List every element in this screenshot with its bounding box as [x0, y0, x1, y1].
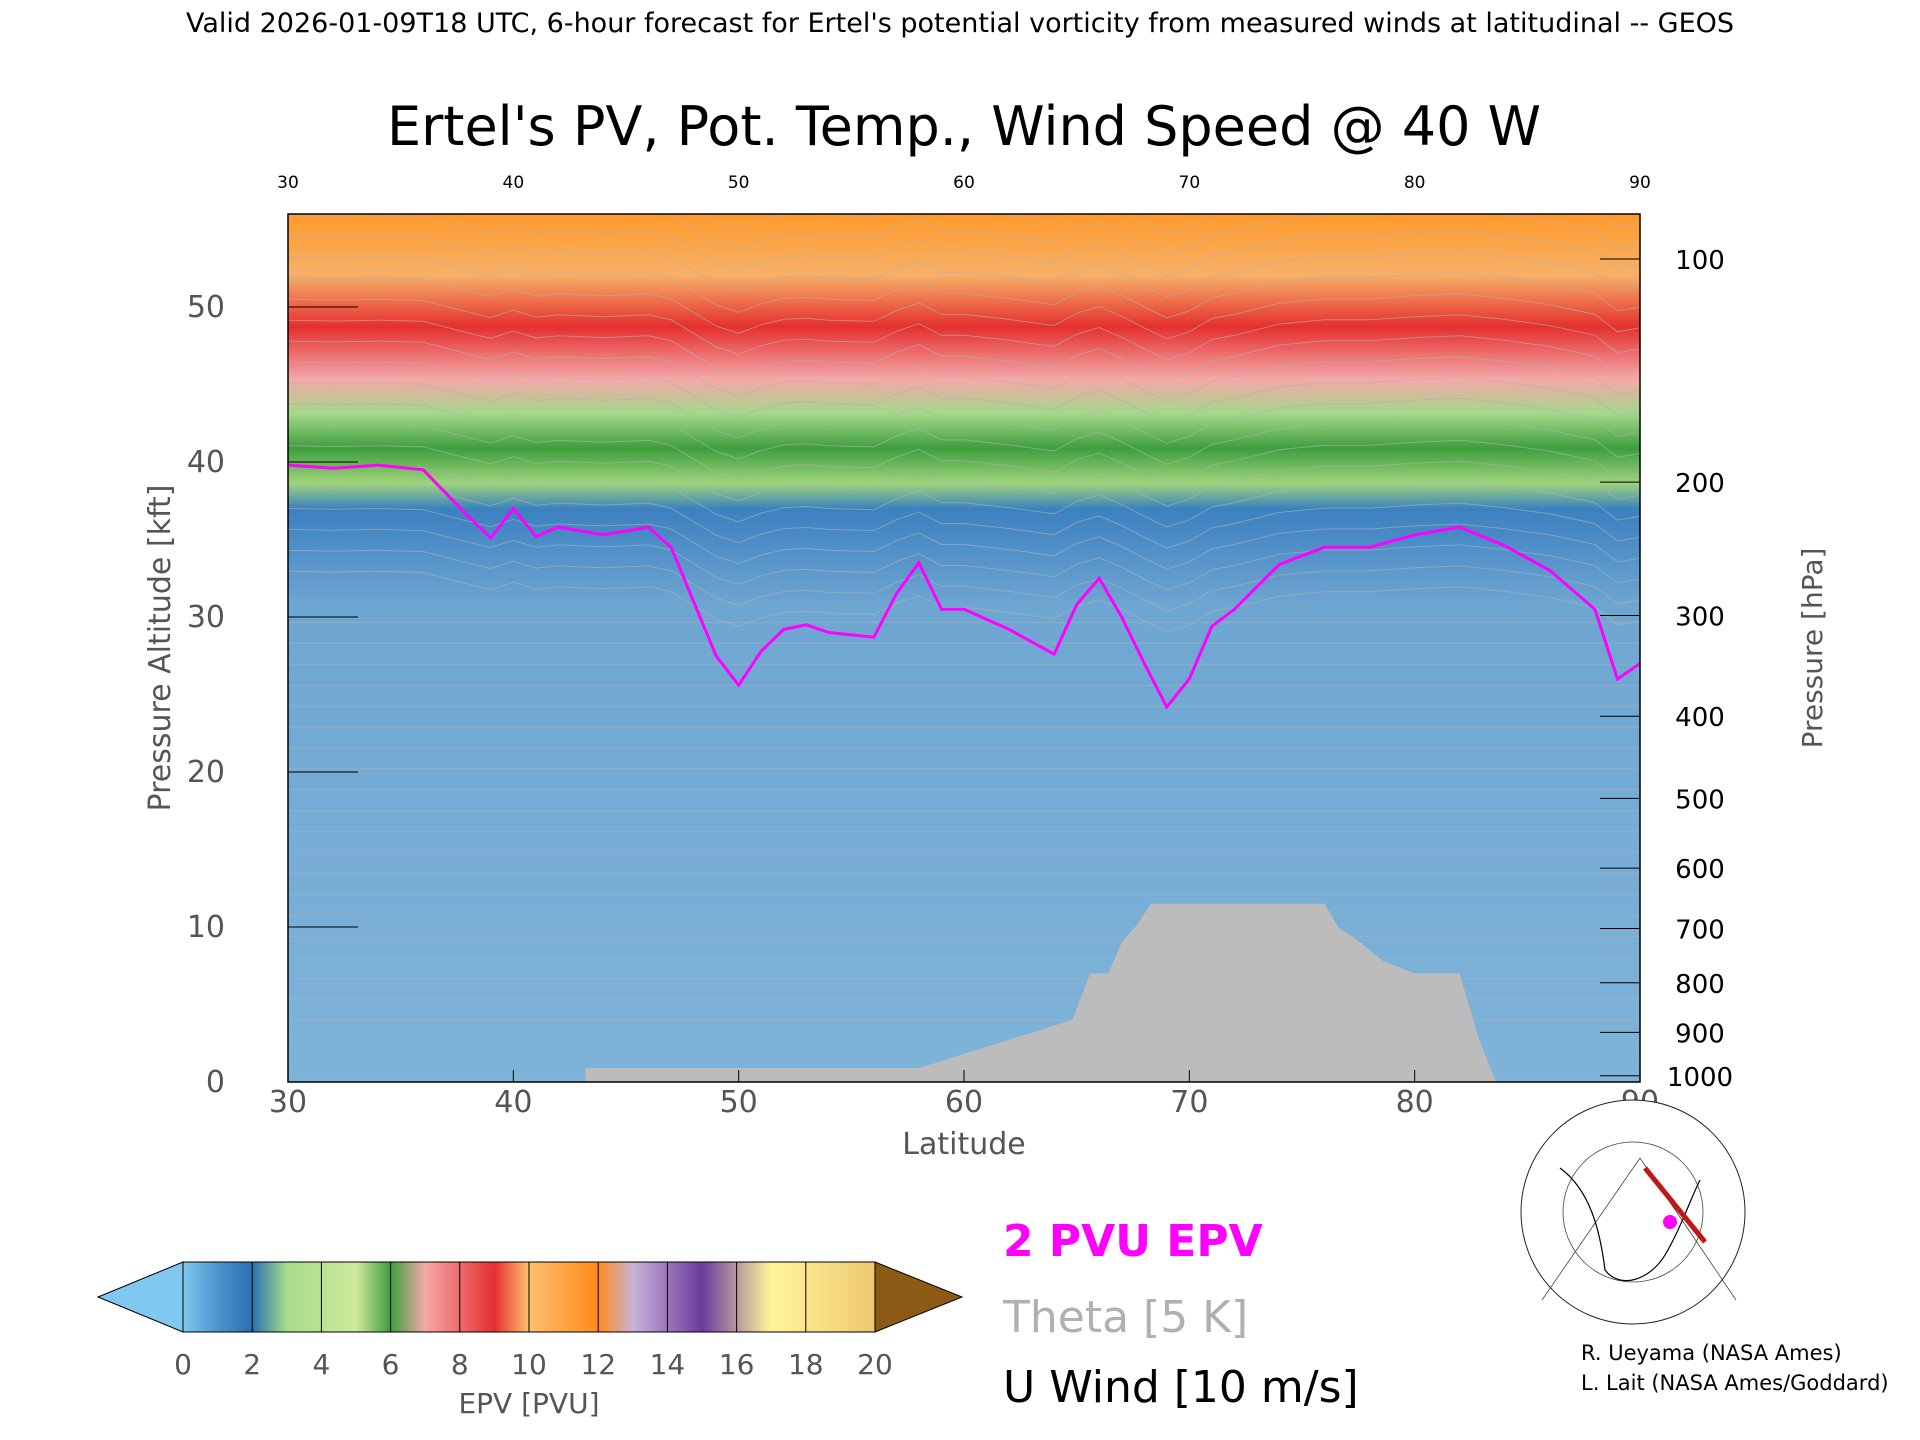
pressure-tick-label: 200	[1675, 469, 1725, 499]
colorbar-tick-label: 8	[451, 1348, 469, 1381]
theta-contour-line	[288, 256, 1640, 319]
legend-epv: 2 PVU EPV	[1003, 1216, 1263, 1267]
theta-contour-line	[288, 528, 1640, 591]
colorbar-tick-label: 16	[719, 1348, 755, 1381]
colorbar-tick-label: 0	[174, 1348, 192, 1381]
credit-line-2: L. Lait (NASA Ames/Goddard)	[1581, 1371, 1889, 1395]
pressure-tick-label: 100	[1675, 246, 1725, 276]
top-tick-label: 70	[1179, 173, 1201, 193]
altitude-ticks: 0 10 20 30 40 50	[187, 290, 358, 1100]
x-tick-label: 50	[720, 1085, 758, 1120]
map-globe	[1520, 1099, 1746, 1325]
pressure-tick-label: 500	[1675, 785, 1725, 815]
top-tick-label: 30	[277, 173, 299, 193]
theta-contour-line	[288, 298, 1640, 361]
theta-contour-line	[288, 487, 1640, 549]
pressure-tick-label: 1000	[1667, 1063, 1733, 1093]
pressure-tick-label: 800	[1675, 970, 1725, 1000]
theta-contour-line	[288, 214, 1640, 277]
theta-contour-line	[288, 340, 1640, 403]
colorbar-tick-label: 12	[580, 1348, 616, 1381]
locator-map	[1520, 1099, 1746, 1325]
colorbar-tick-label: 20	[857, 1348, 893, 1381]
theta-contours	[288, 214, 1640, 1021]
map-meridian	[1541, 1157, 1641, 1301]
x-tick-label: 60	[945, 1085, 983, 1120]
terrain-mask	[585, 903, 1496, 1082]
theta-contour-line	[288, 319, 1640, 382]
y-tick-label: 20	[187, 755, 225, 790]
theta-contour-line	[288, 445, 1640, 507]
colorbar-tick-label: 10	[511, 1348, 547, 1381]
epv-shading	[288, 214, 1640, 1082]
credit-line-1: R. Ueyama (NASA Ames)	[1581, 1341, 1842, 1365]
y-tick-label: 0	[206, 1065, 225, 1100]
theta-contour-line	[288, 507, 1640, 570]
colorbar-tick-label: 4	[312, 1348, 330, 1381]
x-axis-label: Latitude	[902, 1127, 1025, 1162]
colorbar-low-arrow	[96, 1261, 184, 1333]
legend: 2 PVU EPV Theta [5 K] U Wind [10 m/s]	[1002, 1216, 1359, 1413]
theta-contour-line	[663, 214, 1640, 256]
theta-contour-line	[288, 235, 1640, 298]
map-latitude-circle	[1562, 1141, 1704, 1283]
theta-contour-line	[288, 549, 1640, 612]
plot-area	[288, 214, 1640, 1082]
legend-wind: U Wind [10 m/s]	[1003, 1362, 1359, 1413]
pressure-tick-label: 600	[1675, 855, 1725, 885]
colorbar: 0 2 4 6 8 10 12 14 16 18 20 EPV [PVU]	[96, 1261, 964, 1420]
theta-contour-line	[288, 466, 1640, 528]
y-tick-label: 10	[187, 910, 225, 945]
colorbar-label: EPV [PVU]	[458, 1387, 599, 1420]
chart-title: Ertel's PV, Pot. Temp., Wind Speed @ 40 …	[387, 95, 1541, 158]
theta-contour-line	[288, 382, 1640, 444]
x-tick-label: 30	[269, 1085, 307, 1120]
y-axis-label: Pressure Altitude [kft]	[143, 485, 178, 812]
colorbar-high-arrow	[874, 1261, 964, 1333]
epv-2pvu-contour	[288, 463, 1640, 710]
theta-contour-line	[288, 403, 1640, 465]
pressure-tick-label: 900	[1675, 1019, 1725, 1049]
map-marker	[1663, 1215, 1677, 1229]
x-tick-label: 40	[494, 1085, 532, 1120]
x-tick-label: 70	[1170, 1085, 1208, 1120]
top-latitude-ticks: 30 40 50 60 70 80 90	[277, 173, 1651, 193]
y-tick-label: 40	[187, 445, 225, 480]
theta-contour-line	[288, 570, 1640, 633]
legend-theta: Theta [5 K]	[1002, 1292, 1248, 1343]
colorbar-tick-label: 14	[650, 1348, 686, 1381]
y-tick-label: 50	[187, 290, 225, 325]
top-tick-label: 40	[503, 173, 525, 193]
colorbar-ticks: 0 2 4 6 8 10 12 14 16 18 20	[174, 1262, 893, 1381]
colorbar-tick-label: 2	[243, 1348, 261, 1381]
top-tick-label: 80	[1404, 173, 1426, 193]
theta-contour-line	[288, 277, 1640, 340]
colorbar-tick-label: 18	[788, 1348, 824, 1381]
pressure-ticks: 100 200 300 400 500 600 700 800 900 1000	[1600, 246, 1733, 1093]
top-tick-label: 60	[953, 173, 975, 193]
x-tick-label: 80	[1396, 1085, 1434, 1120]
pressure-tick-label: 300	[1675, 602, 1725, 632]
theta-contour-line	[288, 361, 1640, 424]
pressure-tick-label: 700	[1675, 916, 1725, 946]
pressure-axis-label: Pressure [hPa]	[1796, 548, 1829, 749]
theta-contour-line	[288, 424, 1640, 486]
top-tick-label: 90	[1629, 173, 1651, 193]
map-section-line	[1643, 1166, 1707, 1244]
colorbar-tick-label: 6	[382, 1348, 400, 1381]
y-tick-label: 30	[187, 600, 225, 635]
top-tick-label: 50	[728, 173, 750, 193]
header-text: Valid 2026-01-09T18 UTC, 6-hour forecast…	[186, 8, 1734, 39]
pressure-tick-label: 400	[1675, 703, 1725, 733]
